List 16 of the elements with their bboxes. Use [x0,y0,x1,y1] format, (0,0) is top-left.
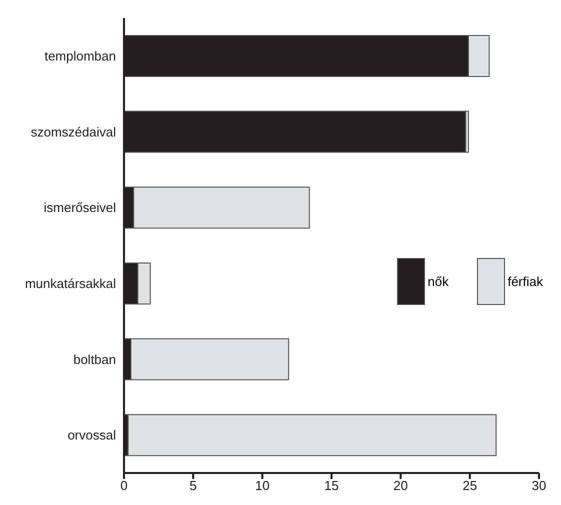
y-tick-label: szomszédaival [30,124,116,140]
x-tick-label: 5 [190,478,197,494]
text: férfiak [508,274,543,289]
bar [128,414,497,456]
x-tick-label: 25 [462,478,478,494]
y-tick-label: ismerőseivel [44,200,116,216]
x-tick-label: 15 [324,478,339,494]
x-tick-label: 0 [120,478,128,494]
y-tick-label: orvossal [68,428,116,443]
x-tick-label: 30 [532,478,546,494]
text: nők [428,274,449,289]
y-tick-label: templomban [44,48,116,64]
x-tick-label: 20 [393,478,408,494]
y-tick-label: munkatársakkal [24,276,116,292]
x-tick-label: 10 [255,478,270,494]
y-tick-label: boltban [73,352,116,367]
